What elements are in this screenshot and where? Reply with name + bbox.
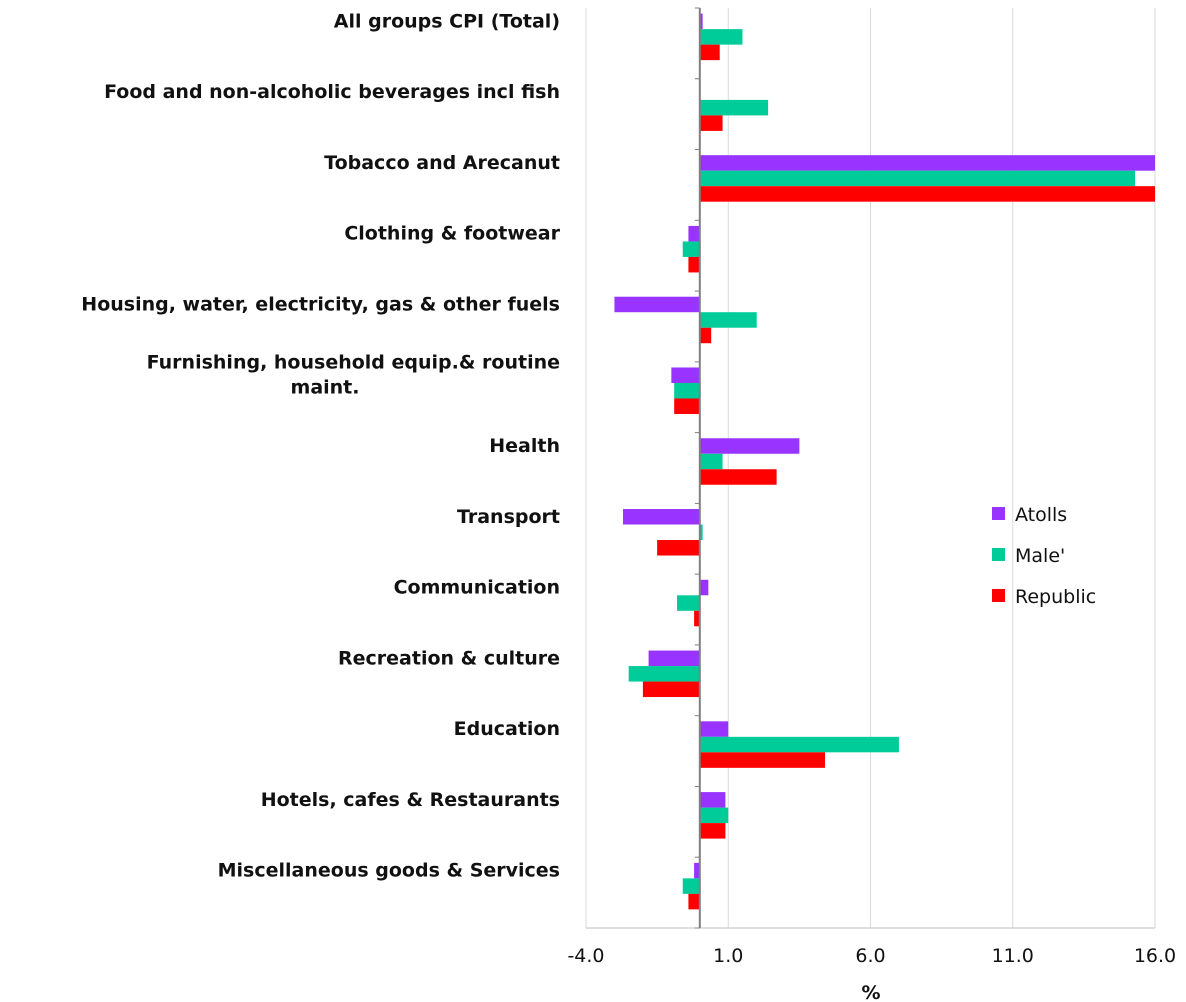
category-label: Miscellaneous goods & Services [218, 860, 560, 882]
category-label: Hotels, cafes & Restaurants [261, 789, 560, 811]
bar-male-4 [699, 312, 757, 328]
x-tick-label: -4.0 [567, 945, 604, 967]
category-label: All groups CPI (Total) [334, 10, 560, 32]
category-label: Communication [394, 577, 560, 599]
category-label: Food and non-alcoholic beverages incl fi… [104, 81, 560, 103]
category-label: Clothing & footwear [344, 223, 560, 245]
bar-republic-0 [699, 44, 720, 61]
x-tick-label: 1.0 [713, 945, 743, 967]
x-tick-label: 11.0 [992, 945, 1034, 967]
bar-male-5 [674, 382, 700, 399]
bar-republic-7 [657, 540, 700, 556]
bar-republic-1 [699, 115, 723, 131]
x-tick-label: 16.0 [1134, 945, 1176, 967]
bar-male-7 [699, 524, 703, 541]
bar-atolls-9 [648, 650, 700, 667]
bar-atolls-7 [622, 509, 700, 525]
bar-republic-9 [642, 681, 700, 698]
value-axis: -4.0 1.0 6.0 11.0 16.0 [567, 7, 1176, 967]
bar-atolls-11 [699, 792, 726, 808]
legend-swatch-atolls [992, 507, 1005, 520]
bar-male-6 [699, 453, 723, 470]
category-label: Tobacco and Arecanut [324, 152, 560, 174]
category-label: Health [489, 435, 560, 457]
category-label: Recreation & culture [338, 647, 560, 669]
bar-atolls-2 [699, 155, 1155, 171]
legend: Atolls Male' Republic [992, 504, 1096, 608]
bar-republic-4 [699, 327, 712, 344]
bar-atolls-12 [694, 862, 700, 879]
legend-label: Atolls [1015, 504, 1067, 526]
bar-male-1 [699, 99, 769, 116]
bar-male-12 [682, 878, 700, 894]
category-label: Furnishing, household equip.& routine [147, 352, 560, 374]
category-label: Transport [457, 506, 560, 528]
bar-republic-11 [699, 823, 726, 839]
bar-republic-10 [699, 752, 825, 768]
bar-atolls-8 [699, 579, 709, 596]
legend-label: Republic [1015, 586, 1096, 608]
bar-male-10 [699, 736, 899, 753]
bar-republic-8 [694, 610, 700, 627]
category-labels: All groups CPI (Total) Food and non-alcoh… [81, 10, 560, 881]
bar-male-3 [682, 241, 700, 257]
category-label: Housing, water, electricity, gas & other… [81, 293, 560, 315]
bar-male-0 [699, 29, 743, 45]
bar-male-8 [677, 595, 700, 611]
x-tick-label: 6.0 [855, 945, 885, 967]
bar-male-9 [628, 666, 700, 682]
legend-swatch-republic [992, 589, 1005, 602]
bar-atolls-3 [688, 225, 700, 242]
legend-swatch-male [992, 548, 1005, 561]
x-axis-title: % [861, 982, 880, 1002]
legend-label: Male' [1015, 545, 1065, 567]
bar-male-11 [699, 807, 729, 824]
bar-atolls-6 [699, 438, 800, 454]
category-label: maint. [291, 377, 360, 399]
bars [614, 13, 1155, 910]
gridlines [585, 8, 1156, 928]
bar-republic-3 [688, 256, 700, 273]
bar-republic-6 [699, 469, 777, 485]
bar-republic-2 [699, 186, 1155, 202]
bar-atolls-0 [699, 13, 703, 30]
bar-atolls-10 [699, 721, 729, 737]
bar-atolls-4 [614, 296, 700, 313]
bar-republic-12 [688, 893, 700, 910]
category-label: Education [454, 718, 560, 740]
bar-republic-5 [674, 398, 700, 414]
bar-atolls-5 [671, 367, 700, 383]
bar-male-2 [699, 170, 1136, 187]
